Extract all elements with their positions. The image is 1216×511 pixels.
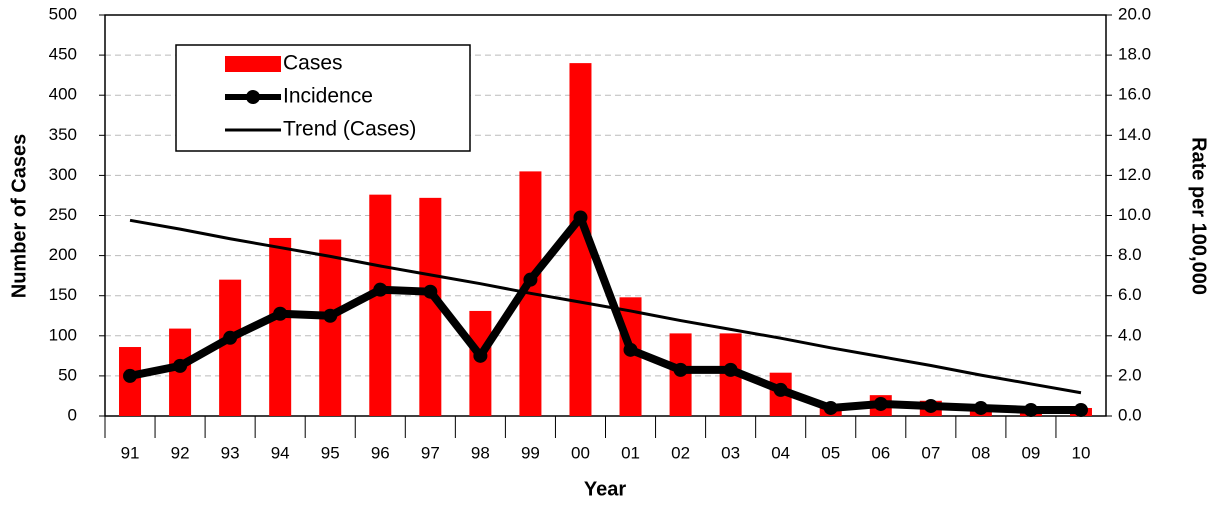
- y2-tick-label: 16.0: [1118, 85, 1151, 104]
- x-tick-label: 06: [871, 443, 890, 462]
- incidence-marker: [1073, 402, 1088, 417]
- y2-tick-label: 4.0: [1118, 325, 1142, 344]
- x-tick-label: 96: [371, 443, 390, 462]
- y-tick-label: 250: [49, 205, 77, 224]
- x-tick-label: 01: [621, 443, 640, 462]
- bar: [269, 237, 292, 416]
- incidence-marker: [273, 306, 288, 321]
- incidence-marker: [223, 330, 238, 345]
- y-tick-label: 400: [49, 85, 77, 104]
- incidence-marker: [1023, 402, 1038, 417]
- incidence-marker: [473, 348, 488, 363]
- y2-tick-label: 6.0: [1118, 285, 1142, 304]
- y-tick-label: 0: [68, 405, 77, 424]
- bar: [369, 194, 392, 416]
- bar: [219, 279, 242, 416]
- y-tick-label: 350: [49, 125, 77, 144]
- incidence-marker: [173, 358, 188, 373]
- x-tick-label: 95: [321, 443, 340, 462]
- y-tick-label: 300: [49, 165, 77, 184]
- y2-tick-label: 8.0: [1118, 245, 1142, 264]
- x-tick-label: 08: [971, 443, 990, 462]
- legend-label: Trend (Cases): [283, 118, 416, 141]
- incidence-marker: [423, 284, 438, 299]
- x-tick-label: 93: [221, 443, 240, 462]
- x-tick-label: 92: [171, 443, 190, 462]
- incidence-marker: [323, 308, 338, 323]
- x-tick-label: 07: [921, 443, 940, 462]
- x-tick-label: 03: [721, 443, 740, 462]
- x-tick-label: 02: [671, 443, 690, 462]
- trend-line: [129, 218, 1082, 395]
- x-tick-label: 05: [821, 443, 840, 462]
- y2-tick-label: 12.0: [1118, 165, 1151, 184]
- legend-marker: [246, 90, 260, 104]
- incidence-marker: [673, 362, 688, 377]
- incidence-marker: [773, 382, 788, 397]
- incidence-marker: [923, 398, 938, 413]
- incidence-marker: [623, 342, 638, 357]
- bar: [419, 197, 442, 416]
- legend-label: Incidence: [283, 85, 373, 108]
- x-tick-label: 99: [521, 443, 540, 462]
- y-axis-title: Number of Cases: [8, 134, 30, 299]
- incidence-marker: [723, 362, 738, 377]
- x-tick-label: 94: [271, 443, 290, 462]
- y-tick-label: 200: [49, 245, 77, 264]
- incidence-line: [129, 213, 1081, 414]
- y-tick-label: 50: [58, 365, 77, 384]
- incidence-marker: [873, 396, 888, 411]
- bar: [469, 310, 492, 416]
- x-tick-label: 09: [1021, 443, 1040, 462]
- x-tick-label: 97: [421, 443, 440, 462]
- bar: [319, 239, 342, 416]
- incidence-marker: [523, 272, 538, 287]
- x-axis-title: Year: [584, 478, 626, 500]
- x-tick-label: 04: [771, 443, 790, 462]
- x-tick-label: 91: [121, 443, 140, 462]
- y-tick-label: 100: [49, 325, 77, 344]
- y2-axis-title: Rate per 100,000: [1188, 137, 1210, 295]
- y-tick-label: 450: [49, 45, 77, 64]
- incidence-marker: [573, 210, 588, 225]
- y2-tick-label: 0.0: [1118, 405, 1142, 424]
- incidence-marker: [123, 368, 138, 383]
- y2-tick-label: 2.0: [1118, 365, 1142, 384]
- incidence-marker: [823, 400, 838, 415]
- x-tick-label: 00: [571, 443, 590, 462]
- y2-tick-label: 14.0: [1118, 125, 1151, 144]
- bar: [569, 63, 592, 417]
- y2-tick-label: 10.0: [1118, 205, 1151, 224]
- y-tick-label: 500: [49, 4, 77, 23]
- legend-label: Cases: [283, 52, 343, 75]
- y2-tick-label: 20.0: [1118, 4, 1151, 23]
- x-tick-label: 98: [471, 443, 490, 462]
- x-tick-label: 10: [1072, 443, 1091, 462]
- incidence-marker: [373, 282, 388, 297]
- y2-tick-label: 18.0: [1118, 45, 1151, 64]
- incidence-marker: [973, 400, 988, 415]
- y-tick-label: 150: [49, 285, 77, 304]
- legend-swatch: [225, 56, 281, 72]
